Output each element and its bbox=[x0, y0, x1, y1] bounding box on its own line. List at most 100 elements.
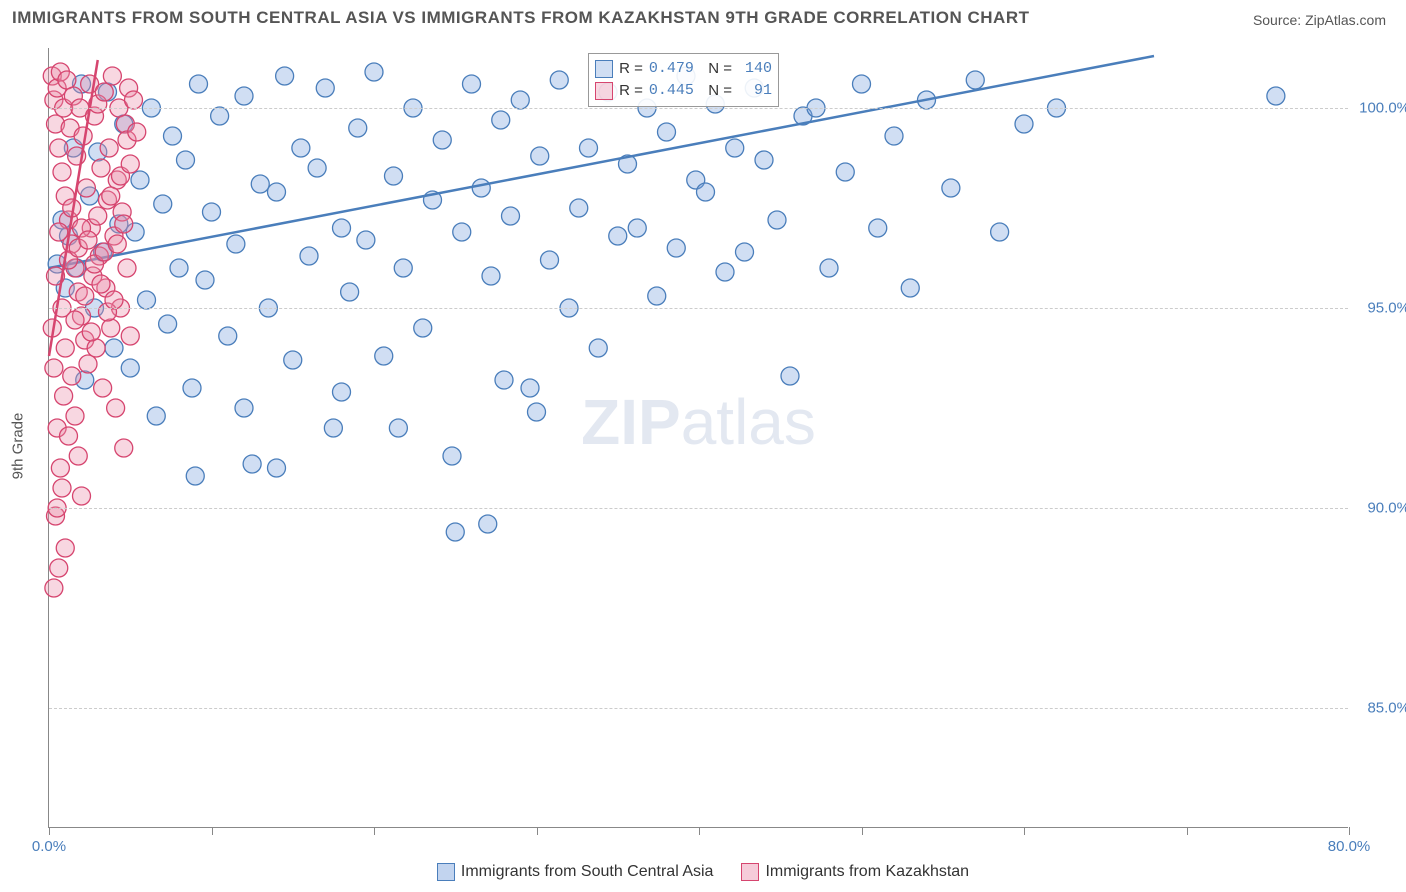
scatter-point-kaz bbox=[121, 327, 139, 345]
scatter-point-sca bbox=[333, 219, 351, 237]
scatter-point-kaz bbox=[92, 275, 110, 293]
gridline-h bbox=[49, 308, 1348, 309]
scatter-point-sca bbox=[292, 139, 310, 157]
scatter-point-sca bbox=[196, 271, 214, 289]
bottom-legend-item: Immigrants from South Central Asia bbox=[437, 863, 714, 881]
scatter-point-kaz bbox=[102, 187, 120, 205]
scatter-point-sca bbox=[531, 147, 549, 165]
scatter-point-sca bbox=[836, 163, 854, 181]
x-tick-mark bbox=[862, 827, 863, 835]
legend-stats-row-sca: R = 0.479 N = 140 bbox=[595, 58, 772, 80]
scatter-point-sca bbox=[170, 259, 188, 277]
gridline-h bbox=[49, 708, 1348, 709]
x-tick-mark bbox=[537, 827, 538, 835]
scatter-point-kaz bbox=[92, 159, 110, 177]
scatter-point-kaz bbox=[115, 215, 133, 233]
scatter-point-sca bbox=[991, 223, 1009, 241]
scatter-point-sca bbox=[521, 379, 539, 397]
scatter-point-sca bbox=[541, 251, 559, 269]
x-tick-mark bbox=[374, 827, 375, 835]
source-link[interactable]: ZipAtlas.com bbox=[1305, 12, 1386, 28]
scatter-point-kaz bbox=[51, 459, 69, 477]
scatter-point-sca bbox=[219, 327, 237, 345]
scatter-point-sca bbox=[183, 379, 201, 397]
scatter-point-sca bbox=[726, 139, 744, 157]
scatter-point-sca bbox=[853, 75, 871, 93]
scatter-point-kaz bbox=[60, 427, 78, 445]
x-tick-mark bbox=[1187, 827, 1188, 835]
scatter-point-sca bbox=[341, 283, 359, 301]
scatter-point-kaz bbox=[82, 323, 100, 341]
scatter-point-sca bbox=[658, 123, 676, 141]
scatter-point-kaz bbox=[63, 367, 81, 385]
scatter-point-sca bbox=[589, 339, 607, 357]
scatter-point-sca bbox=[1267, 87, 1285, 105]
legend-n-label: N = bbox=[700, 80, 732, 102]
scatter-point-sca bbox=[781, 367, 799, 385]
scatter-point-sca bbox=[1015, 115, 1033, 133]
scatter-point-sca bbox=[648, 287, 666, 305]
y-tick-label: 85.0% bbox=[1354, 700, 1406, 717]
scatter-point-sca bbox=[385, 167, 403, 185]
scatter-point-sca bbox=[901, 279, 919, 297]
scatter-point-kaz bbox=[69, 447, 87, 465]
scatter-point-sca bbox=[453, 223, 471, 241]
scatter-point-sca bbox=[768, 211, 786, 229]
scatter-point-sca bbox=[357, 231, 375, 249]
scatter-point-sca bbox=[251, 175, 269, 193]
scatter-point-sca bbox=[147, 407, 165, 425]
y-tick-label: 90.0% bbox=[1354, 500, 1406, 517]
scatter-point-sca bbox=[667, 239, 685, 257]
scatter-point-sca bbox=[550, 71, 568, 89]
y-axis-label: 9th Grade bbox=[10, 413, 27, 480]
scatter-point-sca bbox=[316, 79, 334, 97]
scatter-point-kaz bbox=[79, 231, 97, 249]
scatter-point-sca bbox=[609, 227, 627, 245]
scatter-point-sca bbox=[472, 179, 490, 197]
scatter-point-kaz bbox=[121, 155, 139, 173]
source-prefix: Source: bbox=[1253, 12, 1305, 28]
scatter-point-sca bbox=[502, 207, 520, 225]
scatter-point-sca bbox=[211, 107, 229, 125]
scatter-point-kaz bbox=[79, 355, 97, 373]
scatter-point-sca bbox=[300, 247, 318, 265]
scatter-point-kaz bbox=[58, 71, 76, 89]
scatter-point-sca bbox=[333, 383, 351, 401]
scatter-point-sca bbox=[820, 259, 838, 277]
scatter-point-sca bbox=[446, 523, 464, 541]
scatter-point-sca bbox=[885, 127, 903, 145]
y-tick-label: 100.0% bbox=[1354, 100, 1406, 117]
scatter-point-sca bbox=[235, 399, 253, 417]
scatter-svg-layer bbox=[49, 48, 1348, 827]
scatter-point-sca bbox=[308, 159, 326, 177]
scatter-point-sca bbox=[105, 339, 123, 357]
scatter-point-kaz bbox=[87, 339, 105, 357]
scatter-point-sca bbox=[243, 455, 261, 473]
scatter-point-sca bbox=[966, 71, 984, 89]
scatter-point-kaz bbox=[128, 123, 146, 141]
scatter-point-kaz bbox=[50, 559, 68, 577]
scatter-point-sca bbox=[716, 263, 734, 281]
scatter-point-kaz bbox=[66, 407, 84, 425]
legend-r-label: R = bbox=[619, 80, 643, 102]
scatter-point-kaz bbox=[56, 539, 74, 557]
scatter-point-sca bbox=[942, 179, 960, 197]
scatter-point-kaz bbox=[100, 139, 118, 157]
scatter-point-sca bbox=[203, 203, 221, 221]
scatter-point-sca bbox=[482, 267, 500, 285]
scatter-point-sca bbox=[159, 315, 177, 333]
legend-swatch-kaz bbox=[595, 82, 613, 100]
scatter-point-sca bbox=[190, 75, 208, 93]
legend-r-value-kaz: 0.445 bbox=[649, 80, 694, 102]
x-tick-mark bbox=[1024, 827, 1025, 835]
legend-stats-row-kaz: R = 0.445 N = 91 bbox=[595, 80, 772, 102]
scatter-point-sca bbox=[121, 359, 139, 377]
y-tick-label: 95.0% bbox=[1354, 300, 1406, 317]
chart-title: IMMIGRANTS FROM SOUTH CENTRAL ASIA VS IM… bbox=[12, 8, 1029, 28]
scatter-point-sca bbox=[570, 199, 588, 217]
gridline-h bbox=[49, 108, 1348, 109]
source-credit: Source: ZipAtlas.com bbox=[1253, 12, 1386, 28]
scatter-point-kaz bbox=[94, 379, 112, 397]
scatter-point-sca bbox=[479, 515, 497, 533]
bottom-legend-item: Immigrants from Kazakhstan bbox=[741, 863, 969, 881]
